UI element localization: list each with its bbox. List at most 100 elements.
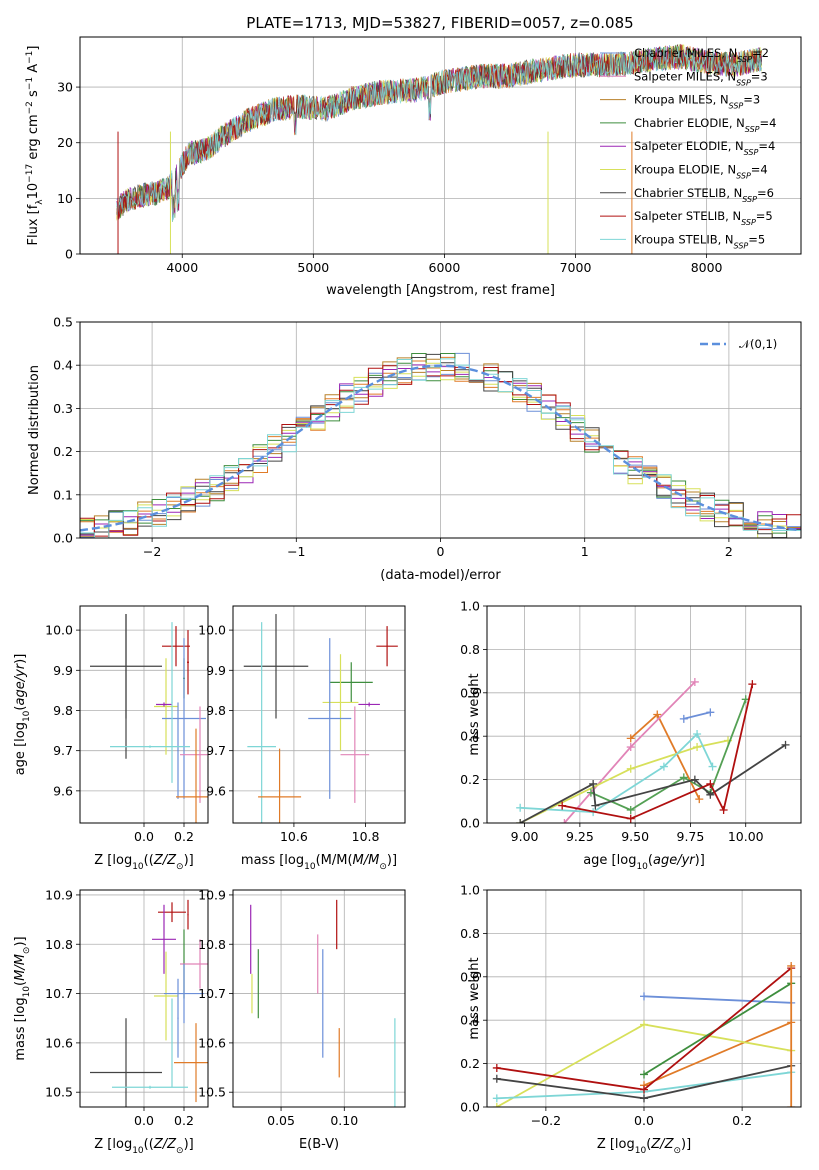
legend-text: Chabrier ELODIE, N <box>634 116 745 130</box>
y-axis-label-part: s <box>26 90 41 101</box>
residuals-panel: −2 −1 0 1 2 0.0 0.1 0.2 0.3 0.4 0.5 𝒩(0,1) (data-mod… <box>27 315 802 583</box>
legend-value: =4 <box>758 139 775 153</box>
axes-frame <box>232 889 406 1108</box>
weight-line <box>590 698 747 812</box>
y-tick-label: 0.4 <box>460 1013 480 1028</box>
weight-marker <box>781 740 790 749</box>
spectrum-line <box>116 43 762 219</box>
weight-marker <box>626 734 635 743</box>
legend-value: =5 <box>748 232 765 246</box>
x-tick-label: 10.6 <box>280 829 308 844</box>
y-tick-label: 0.1 <box>53 487 73 502</box>
x-axis-label-part: ⊙ <box>673 1146 681 1156</box>
grid <box>233 606 405 823</box>
weight-marker <box>626 805 635 814</box>
legend-entry: Chabrier ELODIE, NSSP=4 <box>634 116 776 133</box>
x-axis-label: Z [log10((Z/Z⊙)] <box>94 1137 193 1156</box>
x-axis-label: E(B-V) <box>299 1137 339 1152</box>
y-axis-label-part: −2 <box>25 101 35 114</box>
y-tick-label: 10.5 <box>198 1085 226 1100</box>
weight-marker <box>492 1094 501 1103</box>
y-tick-label: 0.2 <box>460 772 480 787</box>
legend-sub: SSP <box>745 124 760 133</box>
x-axis-label-part: 10 <box>132 1146 144 1156</box>
x-tick-label: 9.75 <box>677 829 705 844</box>
x-axis-label-part: ⊙ <box>176 1146 184 1156</box>
x-axis-label-part: )] <box>184 853 194 868</box>
x-axis-label-part: age/yr <box>653 853 696 868</box>
x-tick-label: 6000 <box>429 260 461 275</box>
x-tick-label: 0.0 <box>134 1113 154 1128</box>
x-tick-label: 0.05 <box>267 1113 295 1128</box>
weight-line <box>683 711 711 720</box>
normal-curve <box>80 364 799 532</box>
legend-value: =3 <box>751 69 768 83</box>
x-tick-label: 0.2 <box>732 1113 752 1128</box>
grid <box>80 606 208 823</box>
weight-marker <box>693 730 702 739</box>
x-tick-label: 9.00 <box>511 829 539 844</box>
x-axis-label-part: ( <box>144 853 149 868</box>
weight-marker <box>640 1020 648 1029</box>
x-axis-label-part: )] <box>681 1137 691 1152</box>
x-tick-label: −0.2 <box>531 1113 561 1128</box>
x-axis-label-part: Z [log <box>597 1137 635 1152</box>
weight-marker <box>679 714 688 723</box>
y-tick-label: 10.7 <box>198 986 226 1001</box>
x-axis-label-part: ⊙ <box>176 862 184 872</box>
x-tick-label: 0.2 <box>174 829 194 844</box>
x-tick-label: 9.50 <box>621 829 649 844</box>
legend-entry: Kroupa MILES, NSSP=3 <box>634 93 760 111</box>
x-axis-label-part: )] <box>695 853 705 868</box>
legend-entry: Salpeter STELIB, NSSP=5 <box>634 209 773 227</box>
axes-frame <box>79 36 802 255</box>
weight-marker <box>690 775 699 784</box>
x-axis-label-part: ( <box>648 853 653 868</box>
weight-marker <box>640 1094 648 1103</box>
residual-histogram <box>80 358 801 538</box>
plot-area <box>250 899 396 1107</box>
legend-sub: SSP <box>736 78 751 87</box>
y-axis-label-part: ] <box>26 46 41 51</box>
plot-area <box>492 961 796 1107</box>
x-axis-label-part: age [log <box>583 853 636 868</box>
x-axis-label-part: )] <box>387 853 397 868</box>
plot-area <box>90 614 208 823</box>
plot-area <box>90 899 208 1107</box>
x-tick-label: 0.10 <box>330 1113 358 1128</box>
x-axis-label-part: 10 <box>636 862 648 872</box>
weight-marker <box>706 708 715 717</box>
y-axis-label-part: 10 <box>22 986 32 998</box>
age-weight-panel: 9.00 9.25 9.50 9.75 10.00 0.0 0.2 0.4 0.6 0.8 1.0 a… <box>460 599 802 872</box>
z-weight-panel: −0.2 0.0 0.2 0.0 0.2 0.4 0.6 0.8 1.0 Z [log10(Z/Z… <box>460 883 802 1156</box>
x-tick-label: 0.2 <box>174 1113 194 1128</box>
plot-area <box>116 43 763 254</box>
y-tick-label: 0 <box>65 247 73 262</box>
ebv-mass-panel: 0.05 0.10 10.5 10.6 10.7 10.8 10.9 E(B-V) <box>198 887 406 1152</box>
grid <box>487 605 801 824</box>
y-axis-label-part: age/yr <box>13 662 28 705</box>
weight-marker <box>492 1103 501 1107</box>
x-axis-label-part: M/M <box>353 853 380 868</box>
weight-marker <box>640 992 648 1001</box>
legend-entry: Chabrier MILES, NSSP=2 <box>634 46 769 64</box>
legend-entry: 𝒩(0,1) <box>739 337 777 351</box>
y-tick-label: 10.0 <box>198 623 226 638</box>
y-tick-label: 0.4 <box>53 358 73 373</box>
x-axis-label-part: ( <box>347 853 352 868</box>
y-tick-label: 0.0 <box>460 1100 480 1115</box>
weight-marker <box>492 1063 501 1072</box>
weight-marker <box>706 790 715 799</box>
legend-text: Salpeter ELODIE, N <box>634 139 744 153</box>
y-axis-label: mass [log10(M/M⊙)] <box>13 936 32 1060</box>
spectrum-panel: 4000 5000 6000 7000 8000 0 10 20 30 wavelength [A… <box>25 36 802 298</box>
x-axis-label-part: 10 <box>635 1146 647 1156</box>
weight-marker <box>560 819 569 823</box>
y-tick-label: 30 <box>57 80 73 95</box>
y-tick-label: 10.8 <box>198 937 226 952</box>
weight-marker <box>719 805 728 814</box>
x-tick-label: 10.00 <box>728 829 764 844</box>
x-tick-label: 8000 <box>691 260 723 275</box>
